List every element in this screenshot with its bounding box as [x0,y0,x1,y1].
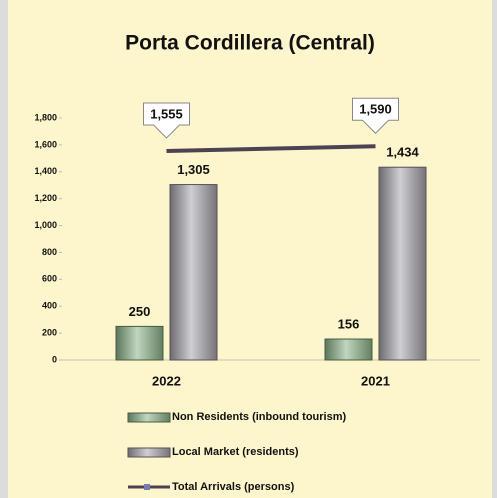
chart-title: Porta Cordillera (Central) [125,32,375,55]
data-label: 1,555 [150,106,183,121]
y-tick-label: 1,400 [34,166,57,176]
bar [169,184,218,361]
y-tick-label: 200 [42,327,57,337]
legend-swatch [127,447,171,458]
x-tick-label: 2021 [361,373,390,388]
y-tick-label: 0 [52,354,57,364]
bar [115,325,164,361]
y-tick-label: 1,200 [34,193,57,203]
y-tick-label: 1,000 [34,220,57,230]
data-label: 156 [338,316,360,331]
legend-marker [144,484,150,490]
bar [324,338,373,361]
data-label: 1,590 [359,102,392,117]
callout [352,97,399,134]
y-tick-label: 600 [42,274,57,284]
x-tick-label: 2022 [152,373,181,388]
y-tick-label: 1,600 [34,139,57,149]
y-tick-label: 400 [42,301,57,311]
legend-swatch [127,412,171,423]
data-label: 1,434 [386,145,419,160]
y-tick-label: 1,800 [34,112,57,122]
y-tick-label: 800 [42,247,57,257]
legend-label: Non Residents (inbound tourism) [172,411,346,423]
bar [378,166,427,361]
line [166,144,376,153]
legend-label: Local Market (residents) [172,446,299,458]
data-label: 250 [129,304,151,319]
legend-label: Total Arrivals (persons) [172,481,295,493]
callout [143,102,190,139]
data-label: 1,305 [177,162,210,177]
